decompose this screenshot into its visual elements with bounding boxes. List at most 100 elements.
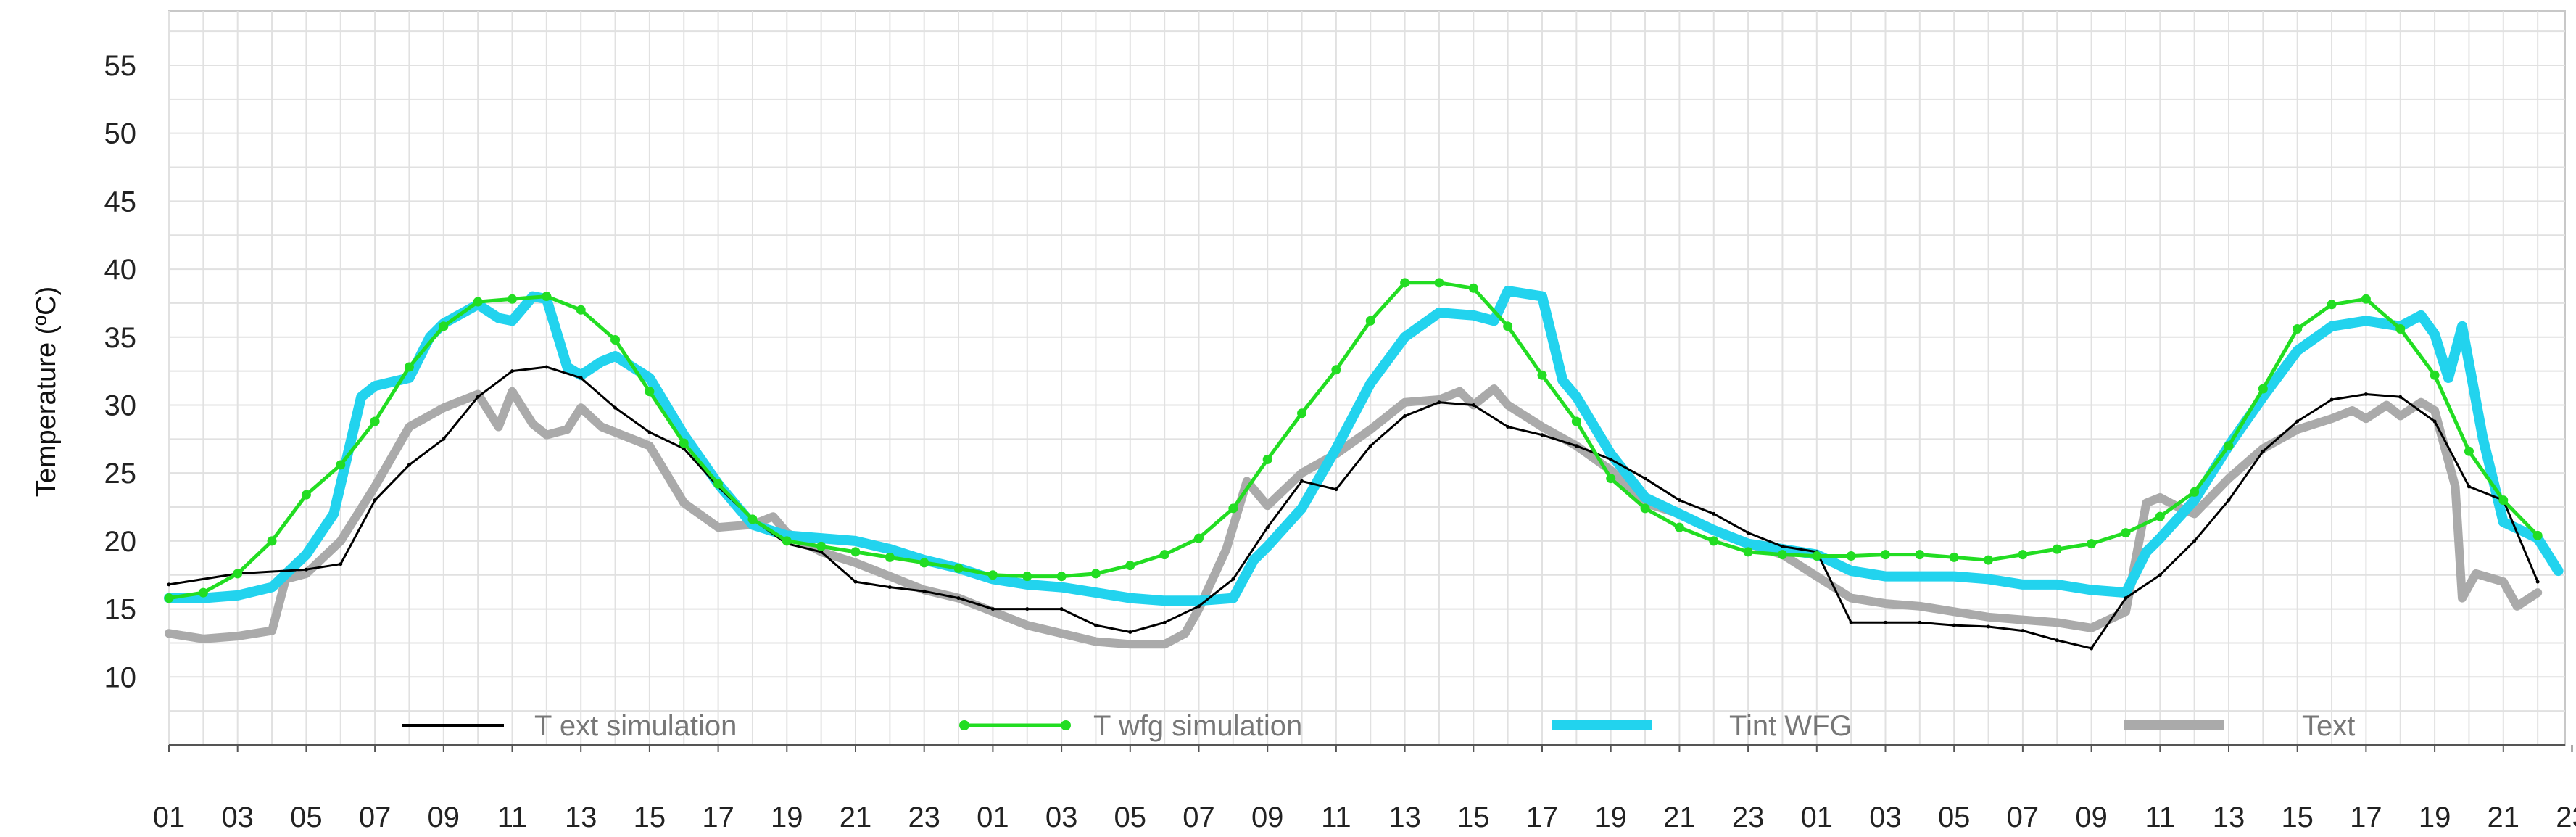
data-point-t-wfg-simulation	[2395, 324, 2406, 334]
data-point-t-ext-simulation	[1677, 498, 1681, 503]
data-point-t-wfg-simulation	[2532, 530, 2543, 540]
data-point-t-ext-simulation	[1987, 624, 1991, 629]
data-point-t-ext-simulation	[1197, 604, 1201, 609]
data-point-t-ext-simulation	[1643, 477, 1647, 481]
x-tick-label: 17	[702, 801, 734, 833]
x-tick-label: 05	[290, 801, 323, 833]
legend-label-t-ext-simulation: T ext simulation	[534, 710, 737, 742]
data-point-t-wfg-simulation	[1777, 550, 1787, 560]
y-tick-label: 55	[104, 50, 137, 82]
data-point-t-wfg-simulation	[1090, 569, 1101, 579]
x-tick-label: 09	[2075, 801, 2108, 833]
x-tick-label: 19	[771, 801, 803, 833]
x-tick-label: 21	[1663, 801, 1696, 833]
data-point-t-ext-simulation	[1471, 403, 1475, 407]
x-tick-label: 03	[221, 801, 254, 833]
data-point-t-ext-simulation	[2261, 449, 2265, 453]
data-point-t-ext-simulation	[1437, 400, 1441, 405]
data-point-t-wfg-simulation	[1949, 552, 1959, 562]
data-point-t-wfg-simulation	[2464, 446, 2474, 456]
legend-label-text: Text	[2302, 710, 2355, 742]
data-point-t-ext-simulation	[579, 376, 583, 380]
data-point-t-ext-simulation	[1093, 623, 1098, 627]
data-point-t-wfg-simulation	[816, 541, 827, 551]
legend-label-tint-wfg: Tint WFG	[1729, 710, 1852, 742]
series-line-t-ext-simulation	[167, 366, 2539, 650]
x-tick-label: 11	[2145, 801, 2176, 833]
x-tick-label: 05	[1114, 801, 1147, 833]
data-point-t-ext-simulation	[1574, 444, 1578, 448]
data-point-t-wfg-simulation	[542, 292, 552, 302]
data-point-t-ext-simulation	[1884, 620, 1887, 624]
data-point-t-ext-simulation	[2398, 395, 2403, 399]
data-point-t-ext-simulation	[442, 437, 446, 441]
data-point-t-wfg-simulation	[1434, 278, 1444, 288]
data-point-t-ext-simulation	[544, 365, 549, 369]
data-point-t-ext-simulation	[922, 589, 927, 593]
data-point-t-wfg-simulation	[1400, 278, 1410, 288]
x-tick-label: 01	[153, 801, 186, 833]
x-tick-label: 03	[1045, 801, 1078, 833]
data-point-t-ext-simulation	[2090, 646, 2094, 651]
x-tick-labels: 01 03 05 07 09 11 13 15 17 19 21 23 01 03 05 07 09 11 13 15…	[153, 745, 2576, 833]
data-point-t-wfg-simulation	[1640, 503, 1650, 514]
data-point-t-wfg-simulation	[439, 321, 449, 331]
x-tick-label: 23	[908, 801, 940, 833]
data-point-t-wfg-simulation	[610, 335, 621, 345]
data-point-t-ext-simulation	[1162, 620, 1167, 624]
data-point-t-ext-simulation	[2227, 498, 2231, 503]
x-tick-label: 07	[1183, 801, 1215, 833]
data-point-t-wfg-simulation	[1365, 316, 1375, 326]
data-point-t-wfg-simulation	[1056, 572, 1067, 582]
data-point-t-wfg-simulation	[1812, 551, 1822, 561]
data-point-t-ext-simulation	[2432, 419, 2437, 424]
data-point-t-ext-simulation	[476, 395, 480, 399]
series-line-t-wfg-simulation	[167, 281, 2540, 601]
data-point-t-wfg-simulation	[1228, 503, 1238, 514]
data-point-t-wfg-simulation	[987, 570, 998, 580]
x-tick-label: 21	[840, 801, 872, 833]
data-point-t-ext-simulation	[887, 585, 892, 590]
data-point-t-wfg-simulation	[404, 362, 414, 372]
x-tick-label: 07	[359, 801, 392, 833]
y-tick-label: 45	[104, 186, 137, 218]
x-tick-label: 01	[977, 801, 1009, 833]
data-point-t-wfg-simulation	[1709, 536, 1719, 546]
data-point-t-ext-simulation	[853, 580, 858, 584]
data-point-t-wfg-simulation	[1537, 370, 1547, 380]
y-tick-labels: 10 15 20 25 30 35 40 45 50 55	[104, 50, 137, 693]
y-tick-label: 30	[104, 389, 137, 421]
legend-item-text: Text	[2124, 710, 2355, 742]
data-point-t-wfg-simulation	[885, 552, 895, 562]
x-tick-label: 13	[2213, 801, 2245, 833]
data-point-t-wfg-simulation	[2052, 544, 2062, 554]
data-point-t-wfg-simulation	[2224, 441, 2234, 451]
data-point-t-wfg-simulation	[473, 297, 483, 307]
data-point-t-wfg-simulation	[953, 563, 964, 573]
data-point-t-wfg-simulation	[164, 593, 174, 603]
y-tick-label: 35	[104, 322, 137, 354]
data-point-t-wfg-simulation	[1159, 550, 1169, 560]
data-point-t-wfg-simulation	[782, 536, 792, 546]
vertical-gridlines	[168, 11, 2539, 745]
y-tick-label: 50	[104, 118, 137, 150]
data-point-t-ext-simulation	[1059, 607, 1064, 611]
data-point-t-wfg-simulation	[1503, 321, 1513, 331]
legend-marker-t-wfg-simulation-left	[959, 720, 969, 730]
x-tick-label: 17	[2350, 801, 2382, 833]
data-point-t-ext-simulation	[2329, 397, 2334, 402]
data-point-t-ext-simulation	[1300, 479, 1304, 483]
x-tick-label: 03	[1869, 801, 1902, 833]
data-point-t-ext-simulation	[2055, 638, 2059, 643]
data-point-t-ext-simulation	[510, 369, 514, 374]
y-axis-label: Temperature (ºC)	[31, 286, 62, 498]
data-point-t-ext-simulation	[1368, 444, 1372, 448]
data-point-t-ext-simulation	[1849, 620, 1853, 624]
data-point-t-ext-simulation	[339, 562, 343, 566]
x-tick-label: 21	[2488, 801, 2520, 833]
data-point-t-ext-simulation	[990, 607, 995, 611]
data-point-t-ext-simulation	[1918, 620, 1922, 624]
y-tick-label: 15	[104, 594, 137, 626]
data-point-t-ext-simulation	[304, 567, 308, 572]
data-point-t-ext-simulation	[2192, 539, 2197, 543]
